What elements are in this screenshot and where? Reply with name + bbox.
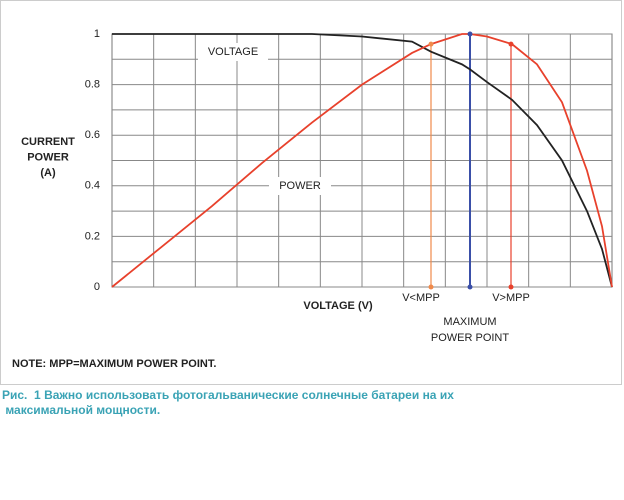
marker-dot: [508, 41, 514, 47]
marker-base: [508, 284, 514, 290]
marker-label: V>MPP: [492, 292, 530, 304]
caption: максимальной мощности.: [2, 403, 160, 417]
y-tick-label: 0: [94, 281, 100, 293]
y-tick-label: 0.4: [85, 180, 100, 192]
marker-label: V<MPP: [402, 292, 440, 304]
y-tick-label: 0.2: [85, 230, 100, 242]
x-axis-label: VOLTAGE (V): [303, 300, 373, 312]
y-tick-label: 1: [94, 28, 100, 40]
marker-base: [467, 284, 473, 290]
series-label: POWER: [279, 180, 321, 192]
caption: Рис. 1 Важно использовать фотогальваниче…: [2, 388, 454, 402]
marker-dot: [467, 31, 473, 37]
marker-base: [428, 284, 434, 290]
marker-label: POWER POINT: [431, 332, 510, 344]
marker-dot: [428, 41, 434, 47]
series-line: [111, 33, 613, 288]
note: NOTE: MPP=MAXIMUM POWER POINT.: [12, 358, 216, 370]
y-axis-label: (A): [40, 167, 56, 179]
series-label: VOLTAGE: [208, 46, 258, 58]
y-tick-label: 0.6: [85, 129, 100, 141]
y-tick-label: 0.8: [85, 79, 100, 91]
label-box: [198, 43, 268, 61]
marker-label: MAXIMUM: [443, 316, 496, 328]
y-axis-label: CURRENT: [21, 136, 75, 148]
label-box: [269, 177, 331, 195]
y-axis-label: POWER: [27, 151, 69, 163]
series-line: [112, 33, 613, 288]
